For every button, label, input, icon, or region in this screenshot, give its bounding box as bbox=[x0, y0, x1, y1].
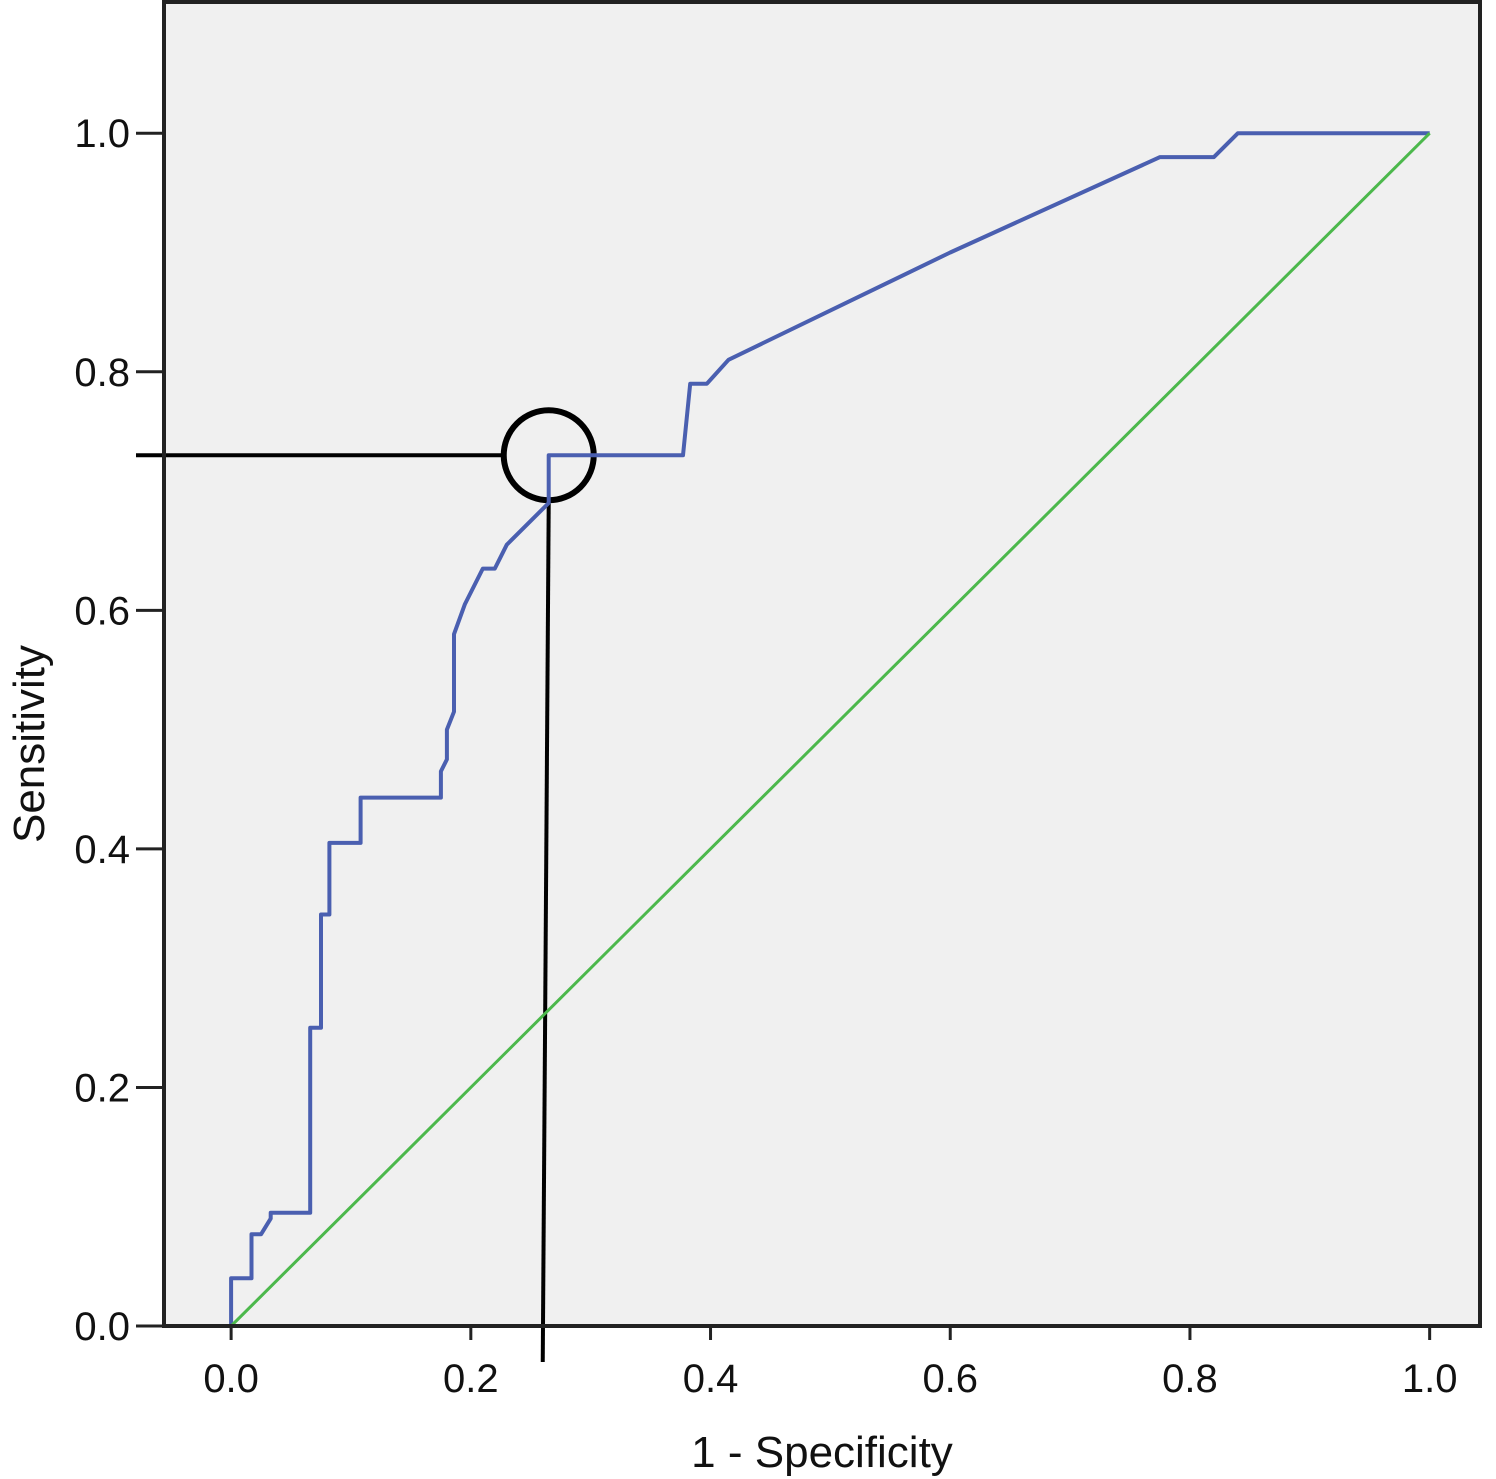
y-tick-label: 0.6 bbox=[74, 589, 130, 633]
y-axis-title: Sensitivity bbox=[5, 645, 54, 843]
x-tick-label: 1.0 bbox=[1402, 1357, 1458, 1401]
series-layer bbox=[229, 131, 1431, 1328]
x-tick-label: 0.4 bbox=[683, 1357, 739, 1401]
y-tick-label: 0.4 bbox=[74, 828, 130, 872]
y-tick-label: 1.0 bbox=[74, 112, 130, 156]
x-tick-label: 0.2 bbox=[443, 1357, 499, 1401]
reference-diagonal-line bbox=[230, 132, 1431, 1328]
x-tick-label: 0.6 bbox=[922, 1357, 978, 1401]
y-tick-label: 0.8 bbox=[74, 351, 130, 395]
x-axis-title: 1 - Specificity bbox=[691, 1428, 953, 1477]
specificity-reference-line bbox=[540, 501, 551, 1363]
plot-background bbox=[164, 2, 1480, 1326]
y-tick-label: 0.2 bbox=[74, 1066, 130, 1110]
x-tick-label: 0.8 bbox=[1162, 1357, 1218, 1401]
y-tick-label: 0.0 bbox=[74, 1305, 130, 1349]
x-tick-label: 0.0 bbox=[203, 1357, 259, 1401]
axes-layer: 0.0 0.2 0.4 0.6 0.8 1.0 0.0 0.2 0.4 0.6 0.8 1.0 bbox=[74, 112, 1457, 1401]
plot-frame bbox=[162, 0, 1482, 1328]
roc-curve-line bbox=[229, 131, 1430, 1326]
